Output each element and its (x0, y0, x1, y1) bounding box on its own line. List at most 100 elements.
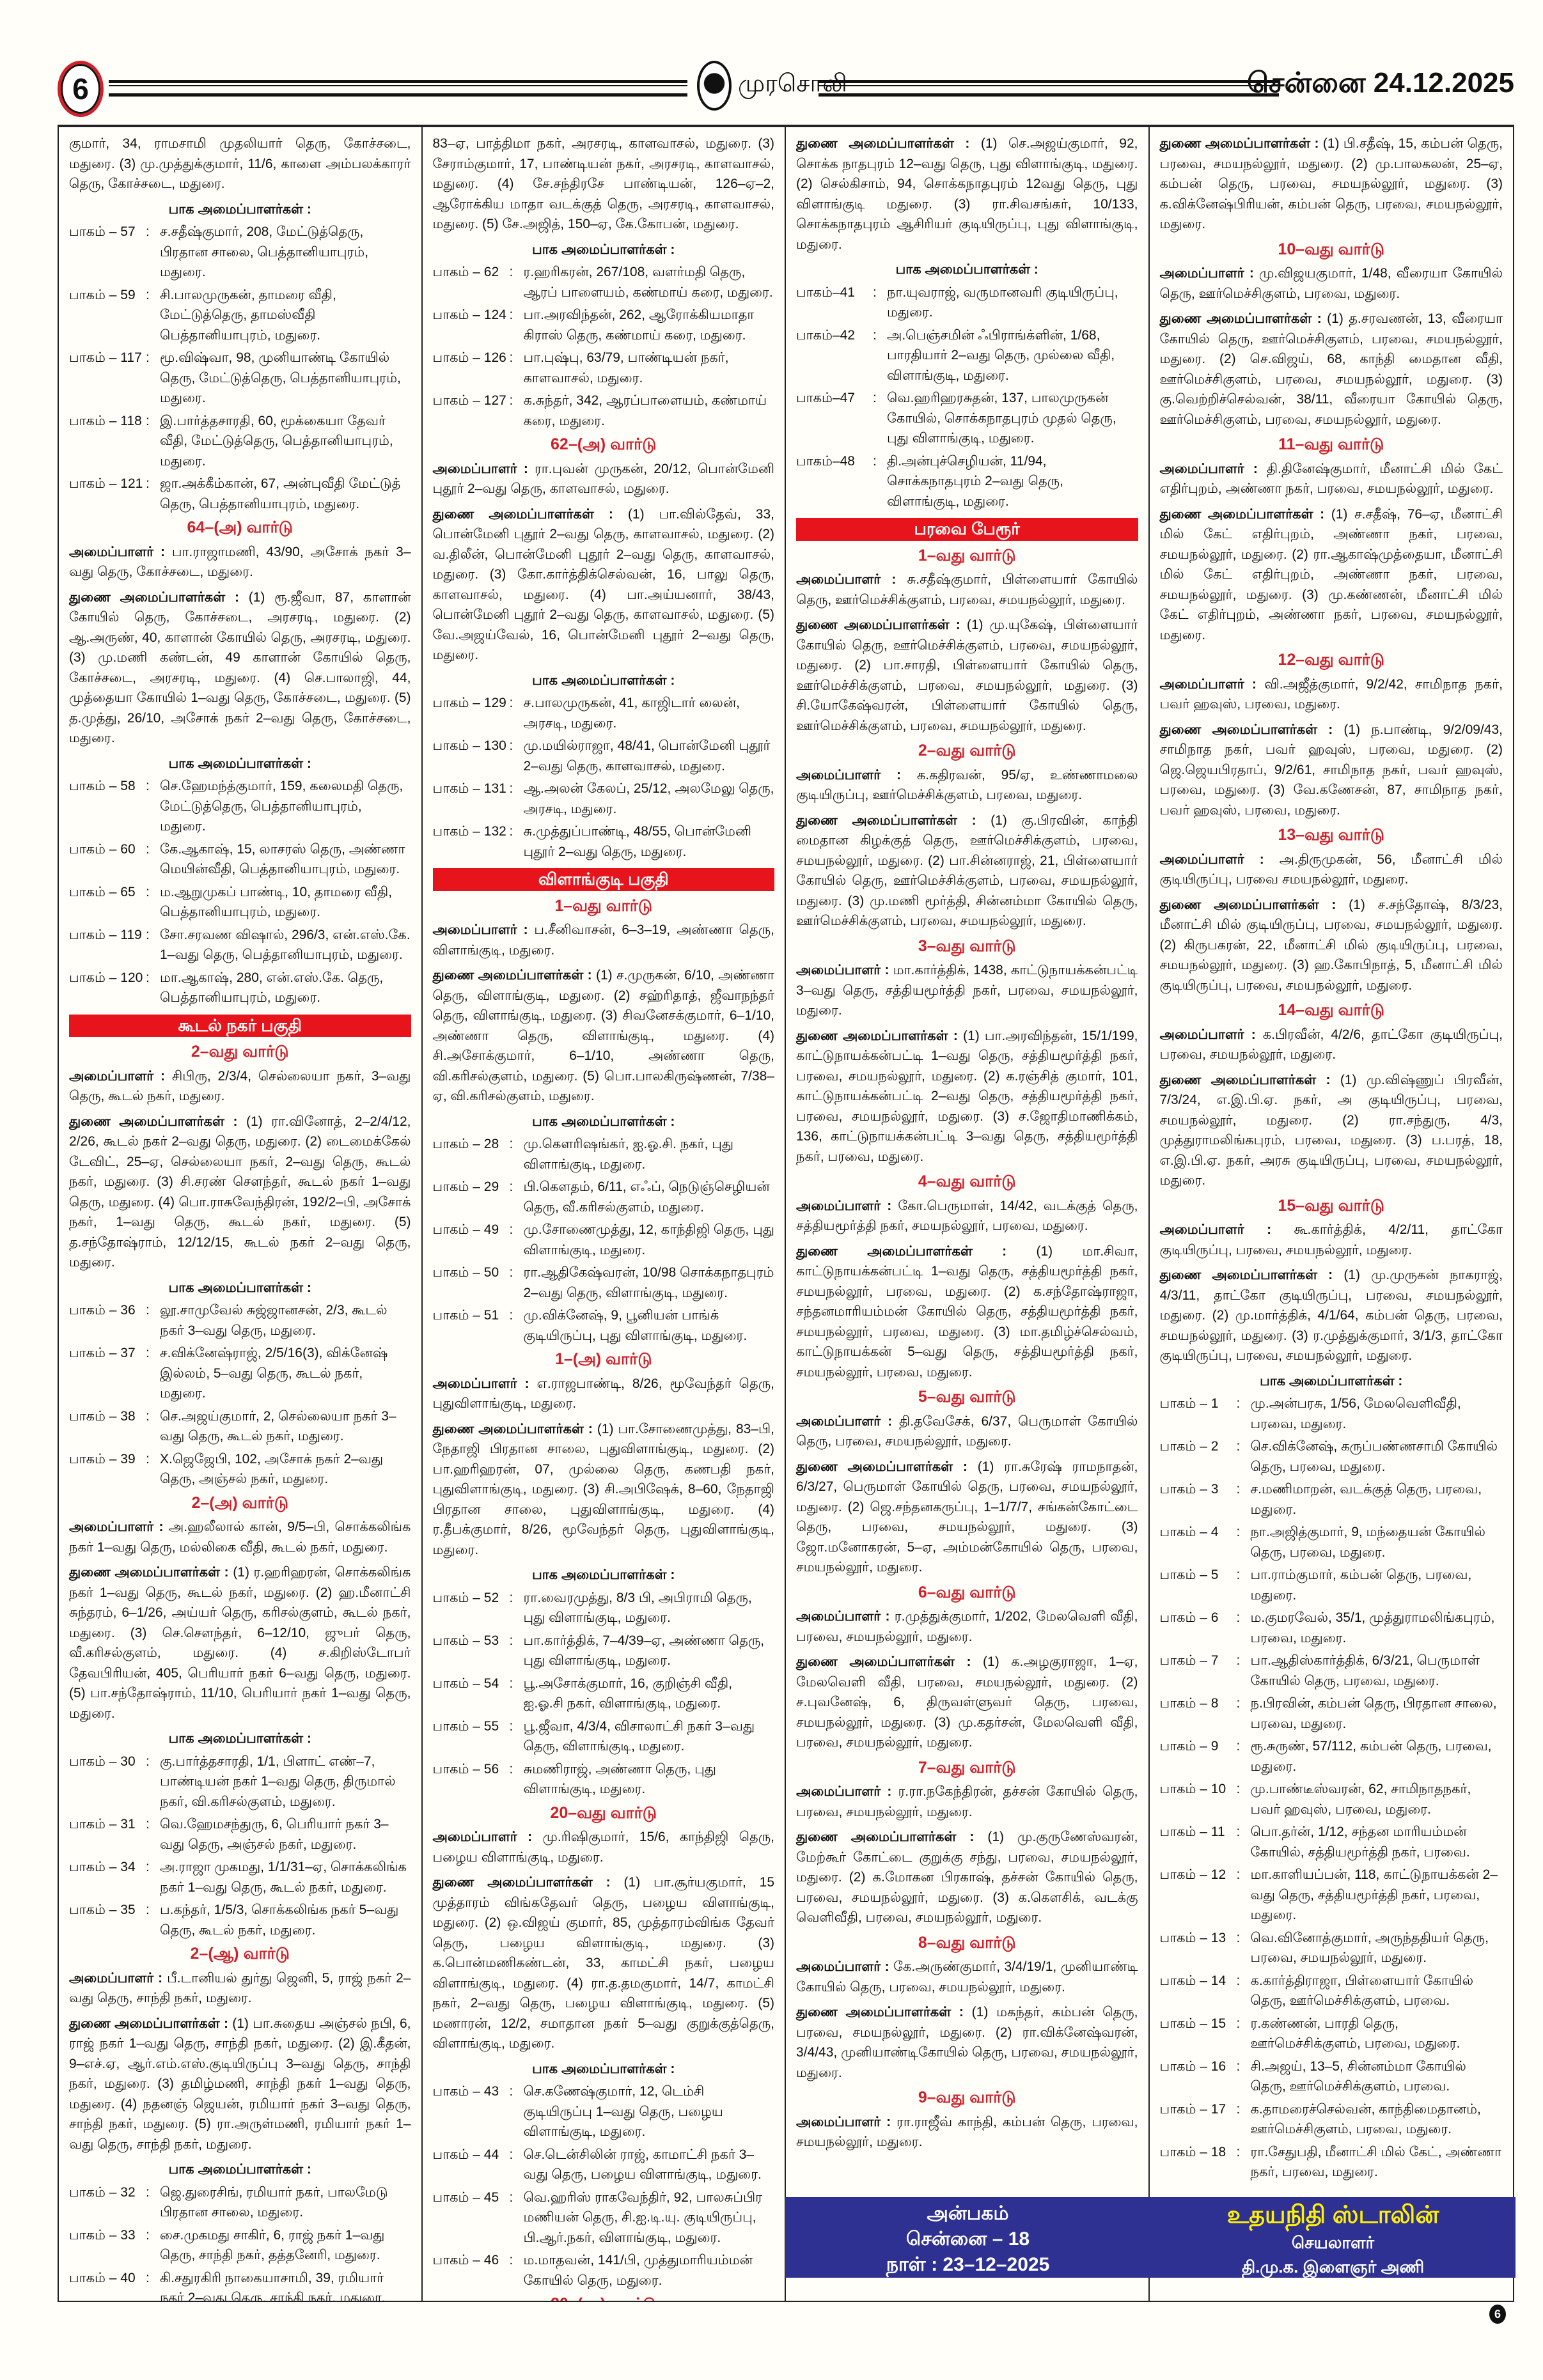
booth-number: பாகம் – 13 (1159, 1930, 1226, 1945)
role-label: துணை அமைப்பாளர்கள் : (796, 1028, 958, 1043)
booth-entry: பாகம் – 117: மூ.விஷ்வா, 98, முனியாண்டி கோ… (69, 348, 411, 408)
booth-number: பாகம் – 120 (69, 970, 143, 985)
subheading: பாக அமைப்பாளர்கள் : (168, 756, 311, 771)
entry-text: (1) மு.முருகன் நாகராஜ், 4/3/11, தாட்கோ க… (1159, 1268, 1503, 1363)
booth-number: பாகம் – 4 (1159, 1525, 1219, 1539)
section-banner: விளாங்குடி பகுதி (432, 868, 774, 891)
booth-entry: பாகம் – 57: ச.சதீஷ்குமார், 208, மேட்டுத்த… (69, 222, 411, 283)
booth-entry: பாகம் – 62: ர.ஹரிகரன், 267/108, வளர்மதி த… (433, 262, 775, 302)
booth-organiser: க.சுந்தர், 342, ஆரப்பாளையம், கண்மாய் கரை… (523, 393, 767, 428)
ward-heading: 64–(அ) வார்டு (187, 518, 293, 536)
booth-entry: பாகம் – 4: நா.அஜித்குமார், 9, மந்தையன் கோ… (1160, 1522, 1503, 1562)
booth-organiser: செ.டென்சிலின் ராஜ், காமாட்சி நகர் 3–வது … (523, 2147, 762, 2182)
booth-number: பாகம் – 2 (1159, 1439, 1219, 1454)
ad-organization: தி.மு.க. இளைஞர் அணி (1241, 2257, 1425, 2276)
entry-text: (1) பி.சதீஷ், 15, கம்பன் தெரு, பரவை, சமய… (1159, 136, 1503, 231)
separator: : (1236, 2101, 1241, 2117)
paragraph: துணை அமைப்பாளர்கள் : (1) பா.சூர்யகுமார்,… (433, 1872, 775, 2054)
subheading: பாக அமைப்பாளர்கள் : (168, 1280, 311, 1295)
entry-text: (1) மா.சிவா, காட்டுநாயக்கன்பட்டி 1–வது த… (796, 1243, 1138, 1380)
booth-organiser: பா.அரவிந்தன், 262, ஆரோக்கியமாதா கிராஸ் த… (523, 307, 755, 343)
separator: : (146, 413, 150, 428)
booth-entry: பாகம் – 44: செ.டென்சிலின் ராஜ், காமாட்சி … (433, 2145, 775, 2185)
separator: : (509, 824, 513, 839)
entry-text: கூ.கார்த்திக், 4/2/11, தாட்கோ குடியிருப்… (1159, 1222, 1503, 1257)
booth-number: பாகம் – 55 (432, 1718, 499, 1734)
paragraph: துணை அமைப்பாளர்கள் : (1) ரூ.ஜீவா, 87, கா… (69, 587, 411, 749)
ward-heading: 5–வது வார்டு (918, 1388, 1016, 1406)
booth-number: பாகம் – 36 (69, 1303, 136, 1318)
booth-organiser: க.கார்த்திராஜா, பிள்ளையார் கோயில் தெரு, … (1250, 1973, 1474, 2009)
booth-number: பாகம்–42 (796, 327, 855, 343)
booth-entry: பாகம் – 6: ம.குமரவேல், 35/1, முத்துராமலிங… (1160, 1608, 1503, 1648)
booth-entry: பாகம் – 31: வெ.ஹேமசந்துரு, 6, பெரியார் நக… (69, 1814, 411, 1855)
booth-entry: பாகம் – 52: ரா.வைரமுத்து, 8/3 பி, அபிராமி… (433, 1588, 775, 1628)
separator: : (509, 1676, 513, 1691)
paragraph: அமைப்பாளர் : கே.அருண்குமார், 3/4/19/1, ம… (796, 1957, 1138, 1997)
ward-heading: 11–வது வார்டு (1278, 435, 1384, 453)
booth-number: பாகம் – 52 (432, 1590, 499, 1605)
booth-entry: பாகம் – 130: மு.மயில்ராஜா, 48/41, பொன்மேன… (433, 736, 775, 776)
booth-entry: பாகம் – 34: அ.ராஜா முகமது, 1/1/31–ஏ, சொக்… (69, 1857, 411, 1897)
booth-entry: பாகம் – 18: ரா.சேதுபதி, மீனாட்சி மில் கேட… (1160, 2142, 1503, 2182)
role-label: அமைப்பாளர் : (1159, 676, 1257, 692)
paragraph: அமைப்பாளர் : கூ.கார்த்திக், 4/2/11, தாட்… (1160, 1220, 1503, 1260)
booth-entry: பாகம் – 1: மு.அன்பரசு, 1/56, மேலவெளிவீதி,… (1160, 1394, 1503, 1434)
booth-organiser: பூ.அசோக்குமார், 16, குறிஞ்சி வீதி, ஐ.ஓ.ச… (523, 1676, 733, 1711)
booth-number: பாகம் – 53 (432, 1633, 499, 1648)
entry-text: (1) த.சரவணன், 13, வீரையா கோயில் தெரு, ஊர… (1159, 311, 1503, 427)
booth-number: பாகம் – 39 (69, 1451, 136, 1466)
paragraph: துணை அமைப்பாளர்கள் : (1) ர.ஹரிஹரன், சொக்… (69, 1562, 411, 1723)
booth-number: பாகம்–41 (796, 284, 855, 300)
paragraph: அமைப்பாளர் : தி.தவேசேக், 6/37, பெருமாள் … (796, 1412, 1138, 1452)
booth-organiser: அ.பெஞ்சமின் ஃபிராங்க்ளின், 1/68, பாரதியா… (887, 327, 1115, 383)
booth-entry: பாகம் – 11: பொ.தர்ன், 1/12, சந்தன மாரியம்… (1160, 1822, 1503, 1862)
booth-organiser: அ.ராஜா முகமது, 1/1/31–ஏ, சொக்கலிங்க நகர்… (160, 1860, 407, 1895)
entry-text: எ.ராஜபாண்டி, 8/26, மூவேந்தர் தெரு, புதுவ… (432, 1376, 775, 1412)
entry-text: (1) செ.அஜய்குமார், 92, சொக்க நாதபுரம் 12… (796, 136, 1138, 252)
separator: : (1236, 1439, 1241, 1454)
booth-organiser: சு.முத்துப்பாண்டி, 48/55, பொன்மேனி புதூர… (523, 824, 752, 859)
separator: : (146, 2270, 150, 2285)
separator: : (1236, 1782, 1241, 1796)
entry-text: (1) ச.சதீஷ், 76–ஏ, மீனாட்சி மில் கேட் எத… (1159, 506, 1503, 642)
booth-entry: பாகம் – 13: வெ.வினோத்குமார், அருந்ததியர் … (1160, 1928, 1503, 1968)
entry-text: (1) ரூ.ஜீவா, 87, காளான் கோயில் தெரு, கோச… (69, 589, 411, 746)
role-label: அமைப்பாளர் : (796, 1413, 893, 1429)
role-label: அமைப்பாளர் : (1159, 266, 1254, 281)
entry-text: (1) பா.வில்தேவ், 33, பொன்மேனி புதூர் 2–வ… (432, 506, 775, 663)
booth-organiser: மா.காளியப்பன், 118, காட்டுநாயக்கன் 2–வது… (1250, 1867, 1498, 1922)
booth-number: பாகம் – 10 (1159, 1782, 1226, 1796)
subheading: பாக அமைப்பாளர்கள் : (1260, 1373, 1403, 1388)
booth-number: பாகம் – 7 (1159, 1653, 1219, 1668)
paragraph: துணை அமைப்பாளர்கள் : (1) செ.அஜய்குமார், … (796, 134, 1138, 254)
separator: : (1236, 1610, 1241, 1625)
paragraph: துணை அமைப்பாளர்கள் : (1) மு.முருகன் நாகர… (1160, 1265, 1503, 1366)
separator: : (509, 393, 513, 408)
booth-organiser: பி.கௌதம், 6/11, எஃப், நெடுஞ்செழியன் தெரு… (523, 1179, 770, 1215)
booth-organiser: ரா.சேதுபதி, மீனாட்சி மில் கேட், அண்ணா நக… (1250, 2144, 1502, 2180)
separator: : (1236, 2058, 1241, 2074)
booth-number: பாகம் – 117 (69, 350, 142, 365)
booth-entry: பாகம் – 50: ரா.ஆதிகேஷ்வரன், 10/98 சொக்கநா… (433, 1263, 775, 1303)
entry-text: (1) பா.சூர்யகுமார், 15 முத்தாரம் விங்கதே… (432, 1875, 775, 2051)
entry-text: பா.ராஜாமணி, 43/90, அசோக் நகர் 3–வது தெரு… (69, 544, 411, 580)
article-frame: குமார், 34, ராமசாமி முதலியார் தெரு, கோச்… (58, 125, 1514, 2302)
booth-entry: பாகம் – 55: பூ.ஜீவா, 4/3/4, விசாலாட்சி நக… (433, 1716, 775, 1757)
paragraph: அமைப்பாளர் : ர.முத்துக்குமார், 1/202, மே… (796, 1606, 1138, 1647)
paragraph: துணை அமைப்பாளர்கள் : (1) பா.சோணைமுத்து, … (433, 1419, 775, 1560)
role-label: அமைப்பாளர் : (1159, 852, 1264, 867)
ward-heading: 15–வது வார்டு (1278, 1196, 1385, 1215)
booth-entry: பாகம் – 5: பா.ராம்குமார், கம்பன் தெரு, பர… (1160, 1565, 1503, 1605)
role-label: அமைப்பாளர் : (796, 963, 889, 977)
entry-text: அ.திருமுகன், 56, மீனாட்சி மில் குடியிருப… (1159, 852, 1503, 887)
entry-text: (1) க.அழகுராஜா, 1–ஏ, மேலவெளி வீதி, பரவை,… (796, 1654, 1138, 1750)
booth-organiser: கு.பார்த்தசாரதி, 1/1, பிளாட் எண்–7, பாண்… (160, 1754, 396, 1809)
booth-organiser: ம.குமரவேல், 35/1, முத்துராமலிங்கபுரம், ப… (1250, 1610, 1495, 1645)
booth-entry: பாகம் – 49: மு.சோணைமுத்து, 12, காந்திஜி த… (433, 1220, 775, 1260)
entry-text: (1) மகந்தர், கம்பன் தெரு, பரவை, சமயநல்லூ… (796, 2005, 1138, 2080)
booth-number: பாகம் – 49 (432, 1222, 499, 1237)
separator: : (1236, 2144, 1241, 2159)
booth-number: பாகம் – 5 (1159, 1567, 1219, 1582)
column-3: துணை அமைப்பாளர்கள் : (1) செ.அஜய்குமார், … (786, 127, 1150, 2301)
